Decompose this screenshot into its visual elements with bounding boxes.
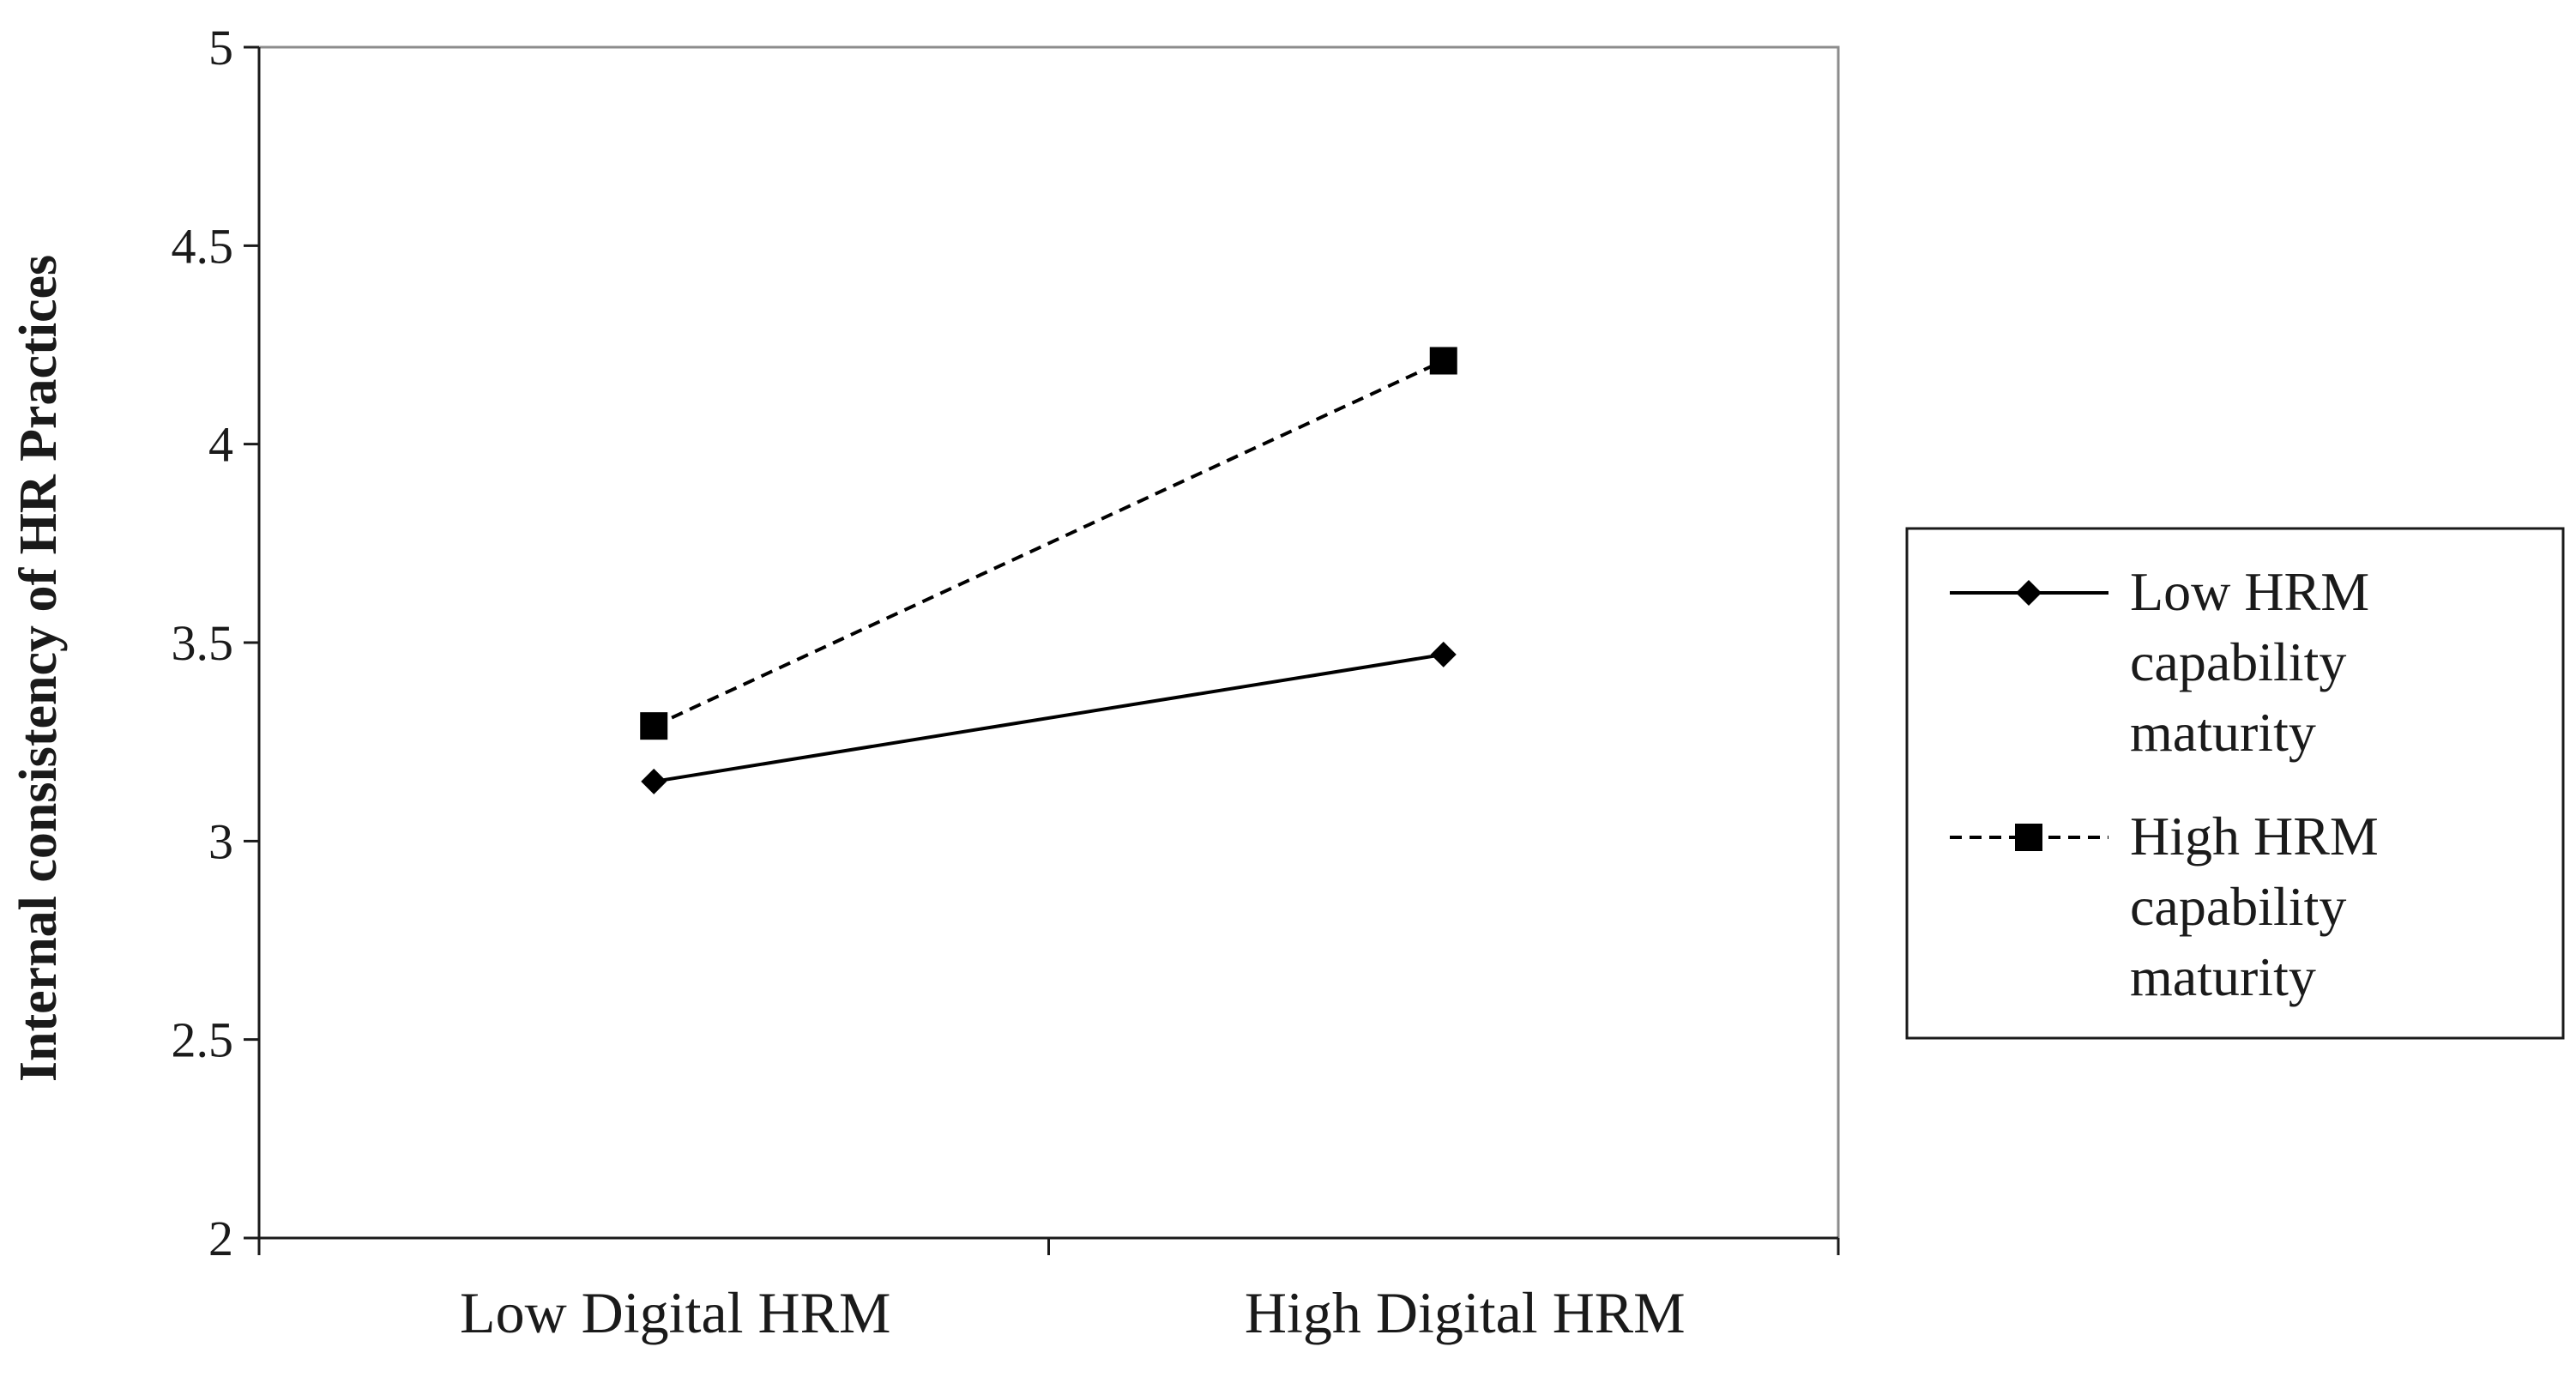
y-tick-label: 2 [208, 1211, 233, 1266]
plot-area [257, 45, 1840, 1240]
data-point-1 [1429, 347, 1457, 375]
legend-label: capability [2130, 876, 2346, 937]
x-category-label: Low Digital HRM [460, 1280, 890, 1345]
y-axis: 2 2.5 3 3.5 4 4.5 5 [172, 20, 261, 1266]
y-axis-title: Internal consistency of HR Practices [9, 255, 68, 1082]
x-category-label: High Digital HRM [1245, 1280, 1686, 1345]
legend-label: High HRM [2130, 806, 2379, 867]
legend-label: maturity [2130, 946, 2316, 1007]
legend-swatch-marker-0 [2016, 580, 2042, 606]
series-line-1 [653, 359, 1445, 728]
legend-box [1905, 527, 2565, 1040]
y-tick-label: 4 [208, 417, 233, 473]
y-tick-label: 3 [208, 813, 233, 869]
data-point-1 [640, 712, 668, 740]
y-tick-label: 2.5 [172, 1012, 234, 1068]
legend-label: capability [2130, 631, 2346, 692]
legend-label: Low HRM [2130, 561, 2369, 622]
series-line-0 [653, 652, 1445, 783]
x-axis: Low Digital HRM High Digital HRM [257, 1236, 1840, 1345]
data-point-0 [1430, 641, 1457, 667]
series-layer [640, 347, 1457, 794]
y-tick-label: 5 [208, 20, 233, 75]
data-point-0 [641, 768, 667, 794]
legend: Low HRM capability maturity High HRM capabil… [1905, 527, 2565, 1040]
y-tick-label: 4.5 [172, 218, 234, 274]
legend-swatch-marker-1 [2015, 824, 2042, 851]
y-tick-label: 3.5 [172, 615, 234, 671]
legend-label: maturity [2130, 702, 2316, 763]
